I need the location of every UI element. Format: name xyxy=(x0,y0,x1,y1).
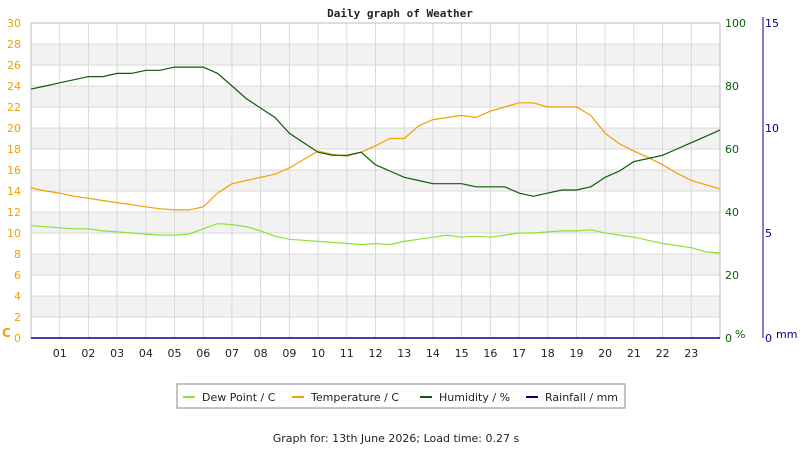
left-tick-label: 18 xyxy=(7,143,21,156)
far-right-tick-label: 15 xyxy=(765,17,779,30)
x-tick-label: 18 xyxy=(541,347,555,360)
far-right-tick-label: 10 xyxy=(765,122,779,135)
left-tick-label: 20 xyxy=(7,122,21,135)
left-tick-label: 6 xyxy=(14,269,21,282)
x-tick-label: 07 xyxy=(225,347,239,360)
right-tick-label: 0 xyxy=(725,332,732,345)
x-tick-label: 10 xyxy=(311,347,325,360)
far-right-tick-label: 5 xyxy=(765,227,772,240)
legend-label-dew-point: Dew Point / C xyxy=(202,391,276,404)
x-tick-label: 17 xyxy=(512,347,526,360)
right-tick-label: 80 xyxy=(725,80,739,93)
left-tick-label: 16 xyxy=(7,164,21,177)
x-tick-label: 23 xyxy=(684,347,698,360)
left-tick-label: 30 xyxy=(7,17,21,30)
x-tick-label: 11 xyxy=(340,347,354,360)
right-axis-ticks: 0 20 40 60 80 100 xyxy=(725,17,746,345)
series-dew-point xyxy=(30,222,721,254)
x-tick-label: 15 xyxy=(455,347,469,360)
right-axis-unit: % xyxy=(735,328,745,341)
x-tick-label: 04 xyxy=(139,347,153,360)
x-tick-label: 01 xyxy=(53,347,67,360)
series-humidity xyxy=(30,66,721,197)
legend-label-humidity: Humidity / % xyxy=(439,391,510,404)
series-temperature xyxy=(30,102,721,211)
left-tick-label: 22 xyxy=(7,101,21,114)
footer-text: Graph for: 13th June 2026; Load time: 0.… xyxy=(273,432,520,445)
x-tick-label: 13 xyxy=(397,347,411,360)
left-tick-label: 0 xyxy=(14,332,21,345)
x-tick-label: 14 xyxy=(426,347,440,360)
x-tick-label: 06 xyxy=(196,347,210,360)
left-tick-label: 2 xyxy=(14,311,21,324)
x-tick-label: 22 xyxy=(656,347,670,360)
far-right-axis-unit: mm xyxy=(776,328,797,341)
plot-series xyxy=(30,66,721,339)
left-tick-label: 26 xyxy=(7,59,21,72)
far-right-axis-ticks: 0 5 10 15 xyxy=(765,17,779,345)
x-tick-label: 19 xyxy=(569,347,583,360)
x-tick-label: 16 xyxy=(483,347,497,360)
right-tick-label: 20 xyxy=(725,269,739,282)
chart-title: Daily graph of Weather xyxy=(327,7,473,20)
x-tick-label: 02 xyxy=(81,347,95,360)
legend-label-rainfall: Rainfall / mm xyxy=(545,391,618,404)
legend: Dew Point / C Temperature / C Humidity /… xyxy=(176,383,626,409)
right-tick-label: 100 xyxy=(725,17,746,30)
legend-box xyxy=(176,383,626,409)
x-tick-label: 21 xyxy=(627,347,641,360)
right-tick-label: 40 xyxy=(725,206,739,219)
left-tick-label: 14 xyxy=(7,185,21,198)
far-right-tick-label: 0 xyxy=(765,332,772,345)
x-tick-label: 20 xyxy=(598,347,612,360)
x-tick-label: 09 xyxy=(282,347,296,360)
x-tick-label: 12 xyxy=(369,347,383,360)
left-tick-label: 4 xyxy=(14,290,21,303)
left-tick-label: 28 xyxy=(7,38,21,51)
right-tick-label: 60 xyxy=(725,143,739,156)
x-tick-label: 05 xyxy=(168,347,182,360)
left-tick-label: 10 xyxy=(7,227,21,240)
x-tick-label: 08 xyxy=(254,347,268,360)
left-tick-label: 8 xyxy=(14,248,21,261)
x-axis-ticks: 01 02 03 04 05 06 07 08 09 10 11 12 13 14 15 16 17 18 19 20… xyxy=(53,347,699,360)
left-axis-unit: C xyxy=(2,326,11,340)
x-tick-label: 03 xyxy=(110,347,124,360)
left-tick-label: 12 xyxy=(7,206,21,219)
legend-label-temperature: Temperature / C xyxy=(310,391,399,404)
left-tick-label: 24 xyxy=(7,80,21,93)
